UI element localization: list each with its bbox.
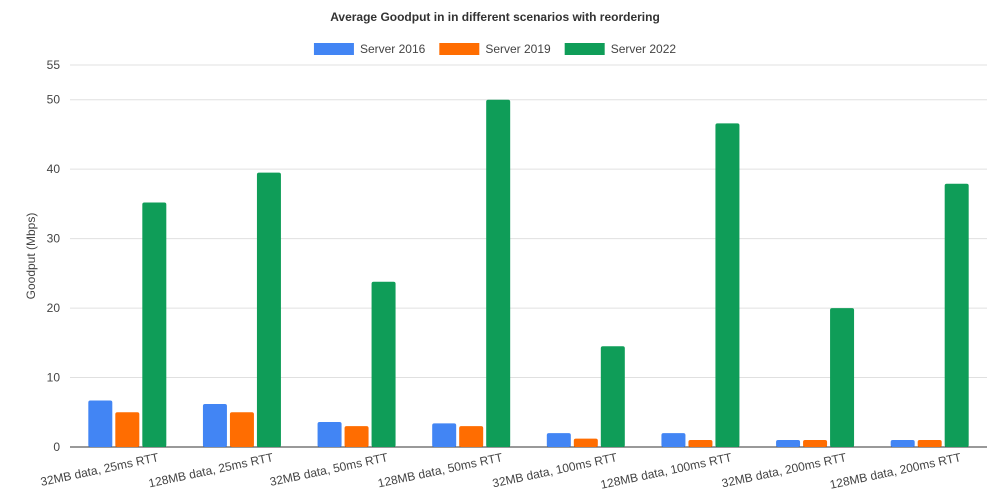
bar [661, 433, 686, 447]
bar [229, 412, 254, 447]
bar [830, 308, 855, 447]
bar [202, 403, 227, 447]
legend-label: Server 2019 [485, 42, 551, 56]
y-tick-label: 0 [53, 440, 60, 454]
bar [371, 281, 396, 447]
bar [715, 123, 740, 447]
bar [917, 440, 942, 447]
bar [600, 346, 625, 447]
y-tick-label: 20 [47, 301, 61, 315]
x-tick-label: 128MB data, 25ms RTT [147, 450, 275, 490]
legend-label: Server 2022 [611, 42, 677, 56]
bar [256, 172, 281, 447]
bar [573, 438, 598, 447]
bar [459, 426, 484, 447]
x-tick-label: 128MB data, 200ms RTT [828, 450, 962, 492]
x-tick-label: 128MB data, 100ms RTT [599, 450, 733, 492]
bar [890, 440, 915, 447]
y-tick-label: 55 [47, 58, 61, 72]
bar [88, 400, 113, 447]
bar [344, 426, 369, 447]
legend-swatch [313, 43, 354, 55]
y-tick-label: 40 [47, 162, 61, 176]
legend-swatch [564, 43, 605, 55]
bar [776, 440, 801, 447]
y-axis-ticks: 0 10 20 30 40 50 55 [47, 58, 61, 454]
x-tick-label: 32MB data, 25ms RTT [39, 450, 160, 489]
x-tick-label: 128MB data, 50ms RTT [377, 450, 505, 490]
bar [688, 440, 713, 447]
bar [142, 202, 167, 447]
legend-swatch [439, 43, 480, 55]
grid-lines [70, 64, 987, 448]
y-tick-label: 50 [47, 93, 61, 107]
bar [803, 440, 828, 447]
bar [432, 423, 457, 447]
legend: Server 2016 Server 2019 Server 2022 [313, 42, 677, 56]
x-tick-label: 32MB data, 50ms RTT [268, 450, 389, 489]
bars [88, 99, 969, 448]
y-axis-label: Goodput (Mbps) [24, 213, 38, 300]
bar [115, 412, 140, 447]
y-tick-label: 10 [47, 371, 61, 385]
bar [317, 421, 342, 447]
bar [944, 183, 969, 447]
y-tick-label: 30 [47, 232, 61, 246]
legend-label: Server 2016 [360, 42, 426, 56]
bar [486, 99, 511, 448]
chart-title: Average Goodput in in different scenario… [330, 10, 660, 24]
bar [546, 433, 571, 447]
